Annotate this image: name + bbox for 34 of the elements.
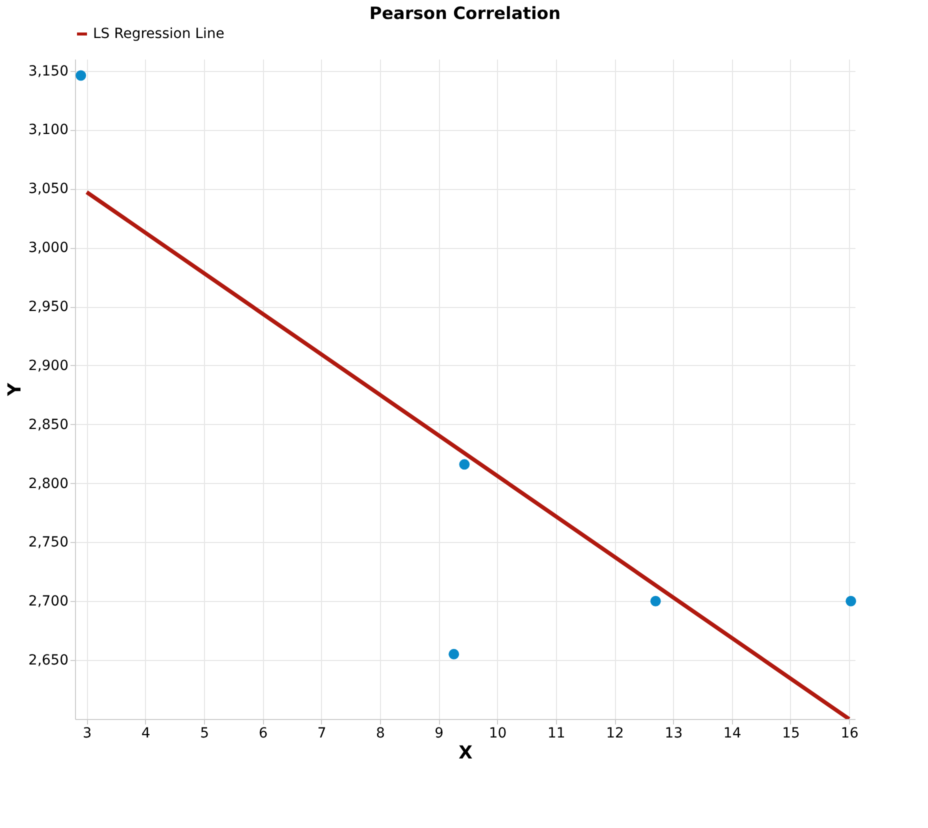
x-tick-label: 12 xyxy=(606,726,624,742)
y-tick-label: 2,950 xyxy=(28,299,68,315)
x-tick-label: 5 xyxy=(200,726,209,742)
y-tick-label: 2,700 xyxy=(28,594,68,610)
y-tick-label: 3,150 xyxy=(28,63,68,80)
point xyxy=(459,459,470,470)
y-tick-label: 3,100 xyxy=(28,122,68,138)
y-tick-label: 3,050 xyxy=(28,181,68,198)
y-tick-label: 2,900 xyxy=(28,358,68,374)
y-tick-label: 2,650 xyxy=(28,652,68,669)
x-tick-label: 7 xyxy=(317,726,326,742)
x-tick-label: 3 xyxy=(82,726,92,742)
y-tick-label: 2,750 xyxy=(28,534,68,551)
x-tick-label: 14 xyxy=(723,726,742,742)
x-axis-title: X xyxy=(458,742,473,764)
x-tick-label: 11 xyxy=(547,726,566,742)
chart-title: Pearson Correlation xyxy=(369,4,561,24)
x-tick-label: 16 xyxy=(840,726,859,742)
x-tick-label: 10 xyxy=(488,726,507,742)
point xyxy=(846,596,856,606)
x-tick-label: 15 xyxy=(782,726,800,742)
x-tick-label: 9 xyxy=(434,726,444,742)
x-tick-label: 6 xyxy=(258,726,268,742)
point xyxy=(76,70,86,81)
legend-label: LS Regression Line xyxy=(93,26,224,42)
y-tick-label: 2,800 xyxy=(28,476,68,492)
x-tick-label: 4 xyxy=(141,726,150,742)
point xyxy=(650,596,661,606)
y-axis-title: Y xyxy=(4,382,26,398)
x-tick-label: 8 xyxy=(376,726,385,742)
x-tick-label: 13 xyxy=(664,726,683,742)
y-tick-label: 3,000 xyxy=(28,240,68,256)
y-tick-label: 2,850 xyxy=(28,416,68,433)
point xyxy=(448,648,460,660)
